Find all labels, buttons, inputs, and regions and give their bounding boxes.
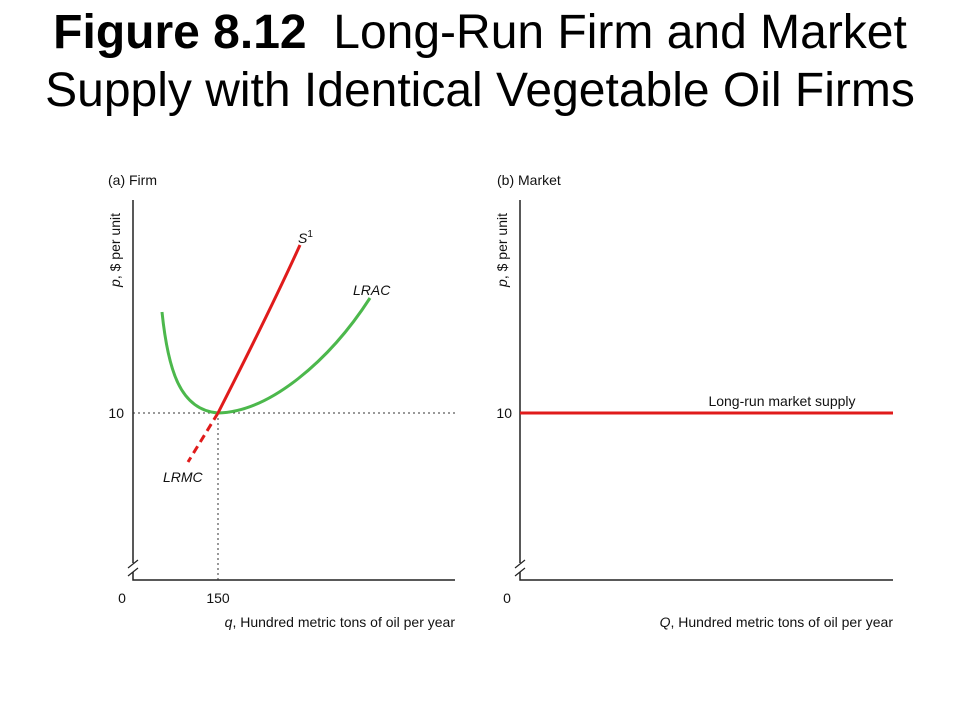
axis-break [127,559,139,577]
y-symbol: p [494,279,510,288]
axis-break [514,559,526,577]
y-text: , $ per unit [107,213,123,279]
lrac-label: LRAC [353,282,391,298]
x-axis [132,572,455,581]
y-text: , $ per unit [494,213,510,279]
y-symbol: p [107,279,123,288]
x-text: , Hundred metric tons of oil per year [232,614,455,630]
x-symbol: Q [660,614,671,630]
title-text: Long-Run Firm and Market Supply with Ide… [45,6,915,117]
figure-number: Figure 8.12 [53,6,307,59]
origin-label: 0 [118,590,126,606]
panel-label: (a) Firm [108,172,157,188]
supply-label: Long-run market supply [708,393,855,409]
origin-label: 0 [503,590,511,606]
supply-curve [216,244,302,414]
x-axis-label: q, Hundred metric tons of oil per year [225,614,456,630]
x-axis-label: Q, Hundred metric tons of oil per year [660,614,894,630]
y-axis-label: p, $ per unit [107,213,123,288]
panel-label: (b) Market [497,172,561,188]
lrac-curve [160,297,372,415]
slide-title: Figure 8.12 Long-Run Firm and Market Sup… [0,0,960,168]
y-tick-label: 10 [108,405,124,421]
supply-label: S1 [298,229,313,246]
lrmc-label: LRMC [163,469,204,485]
x-tick-label: 150 [206,590,230,606]
supply-index: 1 [307,229,313,240]
y-tick-label: 10 [496,405,512,421]
x-symbol: q [225,614,233,630]
supply-symbol: S [298,230,308,246]
x-axis [519,572,893,581]
x-text: , Hundred metric tons of oil per year [670,614,893,630]
lrmc-dashed [186,412,220,463]
y-axis-label: p, $ per unit [494,213,510,288]
